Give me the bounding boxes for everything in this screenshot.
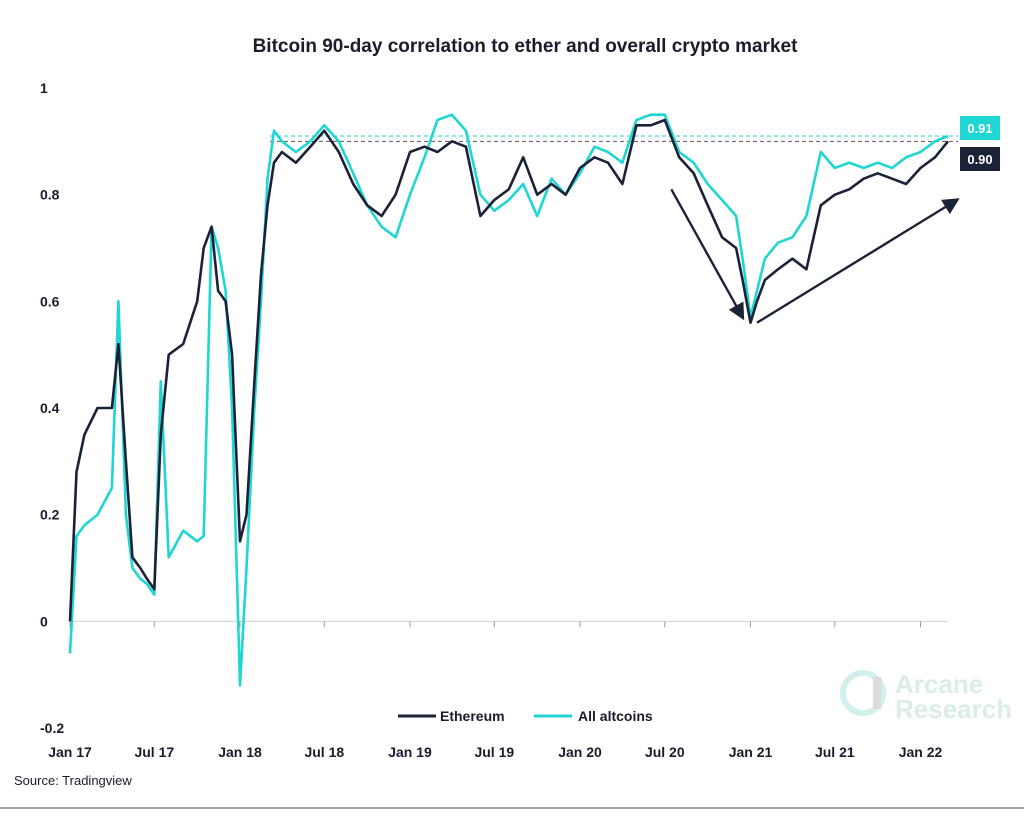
arcane-logo-icon [840,670,886,716]
legend: Ethereum All altcoins [398,708,653,724]
end-value-text: 0.91 [967,121,992,136]
series-line-all-altcoins [68,113,949,687]
trend-arrows [670,188,960,324]
end-value-badge [960,147,1000,171]
x-tick-label: Jan 22 [899,744,943,760]
chart-title: Bitcoin 90-day correlation to ether and … [253,36,798,57]
arcane-logo-bar [873,677,881,709]
y-tick-label: 0 [40,613,48,629]
y-tick-label: -0.2 [40,720,64,736]
watermark-line2: Research [895,694,1012,724]
x-tick-label: Jul 18 [304,744,344,760]
series-line-ethereum [68,118,950,622]
end-value-text: 0.90 [967,152,992,167]
x-tick-label: Jul 17 [134,744,174,760]
x-tick-label: Jan 18 [218,744,262,760]
series-lines [68,113,950,687]
watermark-line1: Arcane [895,669,983,699]
x-tick-label: Jan 20 [558,744,602,760]
y-tick-label: 1 [40,80,48,96]
reference-lines [270,135,958,142]
x-tick-label: Jan 19 [388,744,432,760]
x-tick-label: Jul 20 [645,744,685,760]
x-tick-label: Jul 21 [815,744,855,760]
y-tick-label: 0.6 [40,293,60,309]
y-tick-label: 0.2 [40,507,60,523]
end-value-badge [960,116,1000,140]
end-value-labels: 0.91 0.90 [960,116,1000,171]
source-note: Source: Tradingview [14,773,132,788]
arcane-research-watermark: Arcane Research [840,669,1012,724]
trend-arrow [670,188,745,321]
y-axis-ticks: 1 0.8 0.6 0.4 0.2 0 -0.2 [40,80,64,736]
legend-label-altcoins: All altcoins [578,708,653,724]
x-tick-label: Jul 19 [474,744,514,760]
x-axis-ticks: Jan 17 Jul 17 Jan 18 Jul 18 Jan 19 Jul 19 Jan … [48,620,948,760]
trend-arrow [756,198,960,324]
x-tick-label: Jan 21 [729,744,773,760]
y-tick-label: 0.4 [40,400,60,416]
y-tick-label: 0.8 [40,187,60,203]
x-tick-label: Jan 17 [48,744,92,760]
legend-label-ethereum: Ethereum [440,708,505,724]
